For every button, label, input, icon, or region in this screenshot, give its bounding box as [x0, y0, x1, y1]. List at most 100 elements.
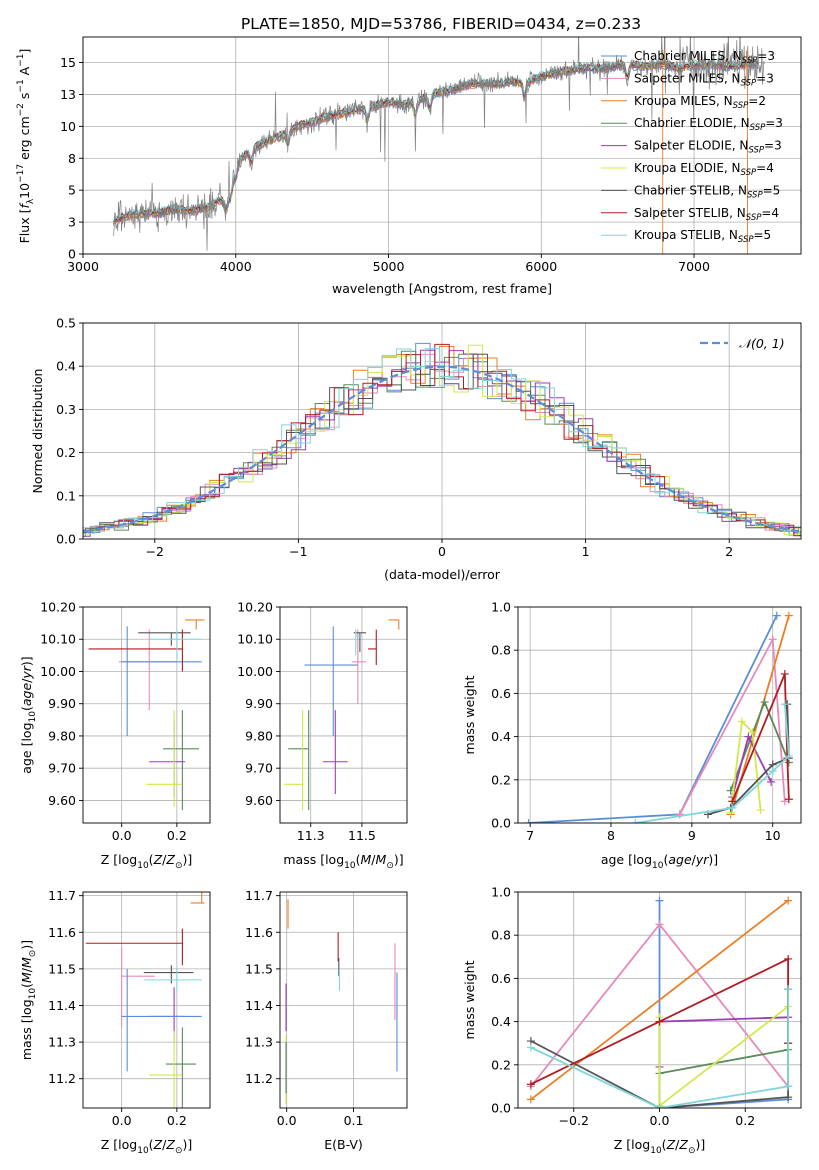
age-z-ylabel-part: / — [19, 678, 34, 683]
weight-z-xlabel: Z [log10(Z/Z⊙)] — [614, 1137, 706, 1156]
weight-z-axes-ytick-label: 1.0 — [491, 885, 511, 900]
mass-z-axes-ytick-label: 11.2 — [48, 1071, 76, 1086]
legend-tail: =2 — [748, 94, 766, 108]
legend-entry-salpeter_stelib: Salpeter STELIB, NSSP=4 — [634, 206, 779, 223]
weight-z-xlabel-part: )] — [695, 1137, 705, 1152]
age-mass-axes-xtick-label: 11.3 — [297, 828, 325, 843]
spectrum-ylabel: Flux [fλ10−17 erg cm−2 s−1 A−1] — [16, 49, 36, 244]
mass-z-ylabel-part: M — [19, 972, 34, 983]
residuals-axes-xtick-label: −2 — [146, 544, 164, 559]
age-mass-xlabel: mass [log10(M/M⊙)] — [283, 852, 403, 871]
age-z-axes: 0.0 0.2 9.60 9.70 9.80 9.90 10.00 10.10 10.20 Z [… — [19, 600, 211, 871]
age-mass-axes-ytick-label: 9.70 — [245, 761, 273, 776]
age-mass-xlabel-part: / — [371, 852, 376, 867]
mass-z-xlabel-part: ⊙ — [175, 1146, 183, 1156]
weight-age-axes-xtick-label: 8 — [607, 828, 615, 843]
spectrum-axes-ytick-label: 3 — [68, 215, 76, 230]
mass-z-axes-grid — [83, 892, 210, 1108]
spectrum-axes-xtick-label: 5000 — [373, 259, 405, 274]
age-z-xlabel-part: Z — [165, 852, 175, 867]
mass-ebv-axes-ytick-label: 11.6 — [245, 925, 273, 940]
legend-text: Kroupa STELIB, N — [634, 228, 738, 242]
spectrum-axes-ticks — [79, 62, 695, 258]
residuals-axes-ytick-label: 0.1 — [56, 488, 76, 503]
age-z-xlabel: Z [log10(Z/Z⊙)] — [101, 852, 193, 871]
weight-age-axes-marker-salpeter_miles — [768, 635, 777, 644]
legend-tail: =3 — [764, 139, 782, 153]
legend-tail: =5 — [763, 183, 781, 197]
spectrum-axes-xtick-label: 4000 — [220, 259, 252, 274]
age-mass-xlabel-part: M — [361, 852, 372, 867]
weight-z-axes-marker-kroupa_stelib — [784, 1082, 793, 1091]
weight-z-axes-ytick-label: 0.4 — [491, 1014, 511, 1029]
weight-age-axes-ticks — [514, 606, 774, 827]
age-mass-axes-ytick-label: 10.10 — [237, 632, 273, 647]
age-mass-axes-ytick-label: 9.60 — [245, 793, 273, 808]
spectrum-ylabel-part: λ — [26, 198, 36, 204]
weight-age-axes-ytick-label: 0.4 — [491, 729, 511, 744]
legend-entry-kroupa_miles: Kroupa MILES, NSSP=2 — [634, 94, 766, 111]
weight-z-axes-marker-kroupa_miles — [526, 1095, 535, 1104]
legend-entry-kroupa_stelib: Kroupa STELIB, NSSP=5 — [634, 228, 771, 245]
weight-z-axes-marker-salpeter_stelib — [655, 1017, 664, 1026]
weight-z-axes-ylabel: mass weight — [462, 960, 477, 1039]
age-z-axes-xtick-label: 0.2 — [167, 828, 187, 843]
spectrum-ylabel-part: erg cm — [17, 116, 32, 164]
mass-z-xlabel-part: 10 — [137, 1146, 149, 1156]
age-z-xlabel-part: Z [log — [101, 852, 137, 867]
age-z-ylabel-part: age — [19, 683, 34, 707]
weight-age-xlabel-part: 10 — [652, 861, 664, 871]
age-mass-axes-xtick-label: 11.5 — [348, 828, 376, 843]
mass-ebv-axes-xtick-label: 0.1 — [344, 1113, 364, 1128]
spectrum-ylabel-part: A — [17, 66, 32, 79]
weight-age-axes-marker-salpeter_stelib — [780, 669, 789, 678]
weight-z-axes-marker-kroupa_miles — [784, 896, 793, 905]
spectrum-axes-ytick-label: 5 — [68, 183, 76, 198]
mass-z-axes-xtick-label: 0.2 — [167, 1113, 187, 1128]
weight-z-xlabel-part: ( — [662, 1137, 667, 1152]
residuals-axes-xtick-label: −1 — [289, 544, 307, 559]
mass-z-axes-frame — [82, 891, 211, 1109]
weight-z-xlabel-part: / — [675, 1137, 680, 1152]
weight-age-axes-ytick-label: 0.6 — [491, 686, 511, 701]
legend-text: Chabrier STELIB, N — [634, 183, 747, 197]
legend-tail: =5 — [754, 228, 772, 242]
spectrum-ylabel-part: ] — [17, 49, 32, 54]
age-z-axes-ytick-label: 9.70 — [48, 761, 76, 776]
weight-z-axes: −0.2 0.0 0.2 0.0 0.2 0.4 0.6 0.8 1.0 mass weight Z… — [462, 885, 802, 1156]
mass-ebv-axes-frame — [279, 891, 408, 1109]
mass-ebv-axes: 0.0 0.1 11.2 11.3 11.4 11.5 11.6 11.7 E(B-V) — [245, 888, 408, 1152]
age-z-xlabel-part: )] — [182, 852, 192, 867]
weight-z-axes-line-salpeter_elodie — [658, 1016, 789, 1067]
residuals-xlabel: (data-model)/error — [384, 567, 501, 582]
weight-age-axes-marker-chabrier_miles — [524, 819, 533, 823]
age-mass-axes-ytick-label: 10.20 — [237, 600, 273, 615]
mass-ebv-axes-ytick-label: 11.3 — [245, 1035, 273, 1050]
mass-ebv-axes-plot — [285, 899, 398, 1105]
spectrum-ylabel-part: −1 — [16, 79, 26, 92]
weight-z-axes-marker-chabrier_miles — [655, 896, 664, 905]
weight-z-axes-ytick-label: 0.8 — [491, 928, 511, 943]
spectrum-ylabel-part: s — [17, 93, 32, 104]
weight-age-axes-xtick-label: 7 — [526, 828, 534, 843]
legend-sub: SSP — [748, 146, 764, 156]
weight-z-xlabel-part: 10 — [650, 1146, 662, 1156]
legend-entry-chabrier_miles: Chabrier MILES, NSSP=3 — [634, 49, 775, 66]
age-mass-axes: 11.3 11.5 9.60 9.70 9.80 9.90 10.00 10.10 10.20 m… — [237, 600, 408, 871]
weight-age-xlabel: age [log10(age/yr)] — [601, 852, 718, 871]
weight-z-axes-line-kroupa_miles — [530, 899, 789, 1101]
weight-z-xlabel-part: Z — [666, 1137, 676, 1152]
mass-ebv-axes-ytick-label: 11.7 — [245, 888, 273, 903]
weight-z-axes-marker-kroupa_stelib — [526, 1043, 535, 1052]
spectrum-axes-ytick-label: 10 — [60, 119, 76, 134]
spectrum-axes-xtick-label: 3000 — [67, 259, 99, 274]
weight-age-axes-marker-kroupa_stelib — [631, 819, 640, 823]
residuals-axes-ytick-label: 0.5 — [56, 316, 76, 331]
residual-hist-kroupa_stelib — [83, 348, 801, 534]
age-z-ylabel-part: age [log — [19, 722, 34, 773]
spectrum-ylabel-part: f — [17, 203, 32, 209]
mass-z-xlabel-part: ( — [149, 1137, 154, 1152]
age-mass-axes-ytick-label: 9.80 — [245, 728, 273, 743]
residuals-axes-ytick-label: 0.3 — [56, 402, 76, 417]
